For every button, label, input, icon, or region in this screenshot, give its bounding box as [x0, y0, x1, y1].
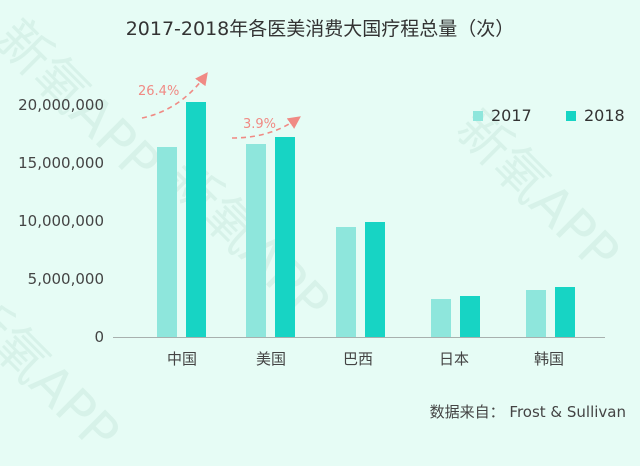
- y-tick: 20,000,000: [18, 96, 104, 114]
- x-label: 巴西: [342, 350, 373, 368]
- bar-2017-0: [157, 147, 177, 337]
- arrow-icon: [141, 72, 208, 119]
- bar-2017-2: [336, 227, 356, 337]
- bar-2017-4: [526, 290, 546, 337]
- bar-2017-3: [431, 299, 451, 337]
- legend-swatch-icon: [566, 110, 576, 121]
- bar-2018-4: [555, 287, 575, 337]
- chart-title: 2017-2018年各医美消费大国疗程总量（次）: [125, 18, 515, 40]
- growth-arrows: [141, 72, 301, 139]
- y-tick: 0: [94, 328, 104, 346]
- bar-2018-1: [275, 137, 295, 337]
- x-axis-line: [113, 337, 605, 338]
- legend-label: 2017: [491, 106, 532, 125]
- x-label: 韩国: [533, 350, 564, 368]
- legend-item-2018: 2018: [566, 106, 625, 125]
- growth-label-us: 3.9%: [243, 117, 277, 132]
- bar-2018-0: [186, 102, 206, 337]
- legend-item-2017: 2017: [473, 106, 532, 125]
- legend-swatch-icon: [473, 110, 483, 121]
- y-tick: 15,000,000: [18, 154, 104, 172]
- growth-label-china: 26.4%: [138, 84, 180, 99]
- y-tick: 10,000,000: [18, 212, 104, 230]
- bar-2018-3: [460, 296, 480, 337]
- x-label: 中国: [166, 350, 197, 368]
- x-label: 美国: [255, 350, 286, 368]
- x-label: 日本: [438, 350, 469, 368]
- bar-2017-1: [246, 144, 266, 337]
- data-source: 数据来自： Frost & Sullivan: [429, 403, 626, 421]
- legend-label: 2018: [584, 106, 625, 125]
- y-tick: 5,000,000: [27, 270, 104, 288]
- bar-2018-2: [365, 222, 385, 337]
